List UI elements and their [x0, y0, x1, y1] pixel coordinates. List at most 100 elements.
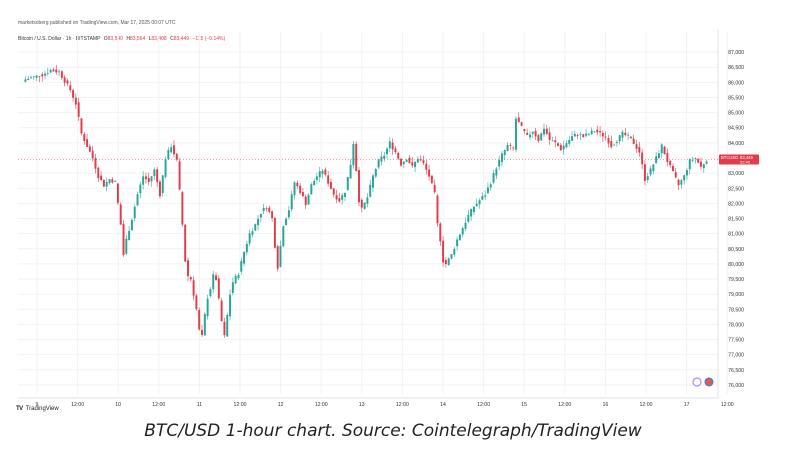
candle-body — [254, 224, 257, 231]
candle-body — [130, 219, 133, 231]
y-tick-label: 77,000 — [728, 353, 744, 359]
candle-body — [629, 136, 632, 139]
candle-body — [613, 144, 616, 146]
candle-body — [161, 175, 164, 193]
x-tick-label: 12:00 — [315, 402, 328, 408]
candle-body — [531, 131, 534, 134]
candle-body — [187, 260, 189, 277]
candle-body — [158, 181, 161, 197]
candle-body — [315, 176, 318, 180]
candle-body — [627, 134, 630, 136]
flag-icon — [704, 377, 714, 387]
candle-body — [108, 179, 111, 184]
candle-body — [172, 145, 175, 155]
y-tick-label: 76,500 — [728, 368, 744, 374]
y-tick-label: 85,500 — [728, 95, 744, 101]
candle-body — [147, 178, 150, 183]
candle-body — [688, 159, 691, 170]
candle-body — [150, 176, 153, 182]
candle-body — [231, 282, 234, 293]
candle-body — [248, 233, 251, 244]
event-icon — [692, 377, 702, 387]
candle-body — [579, 134, 582, 136]
candle-body — [388, 141, 391, 149]
candle-body — [372, 175, 374, 188]
candle-body — [467, 214, 470, 222]
candle-body — [217, 278, 220, 299]
price-tag-countdown: 52:45 — [740, 160, 751, 165]
candle-body — [596, 129, 599, 133]
candle-body — [329, 181, 332, 189]
y-tick-label: 84,500 — [728, 126, 744, 132]
candle-body — [133, 206, 136, 219]
candle-body — [509, 145, 512, 146]
candle-body — [405, 159, 408, 162]
y-tick-label: 87,000 — [728, 50, 744, 56]
candle-body — [341, 195, 344, 200]
candle-body — [279, 245, 282, 267]
candle-body — [514, 118, 517, 150]
candle-body — [125, 238, 128, 254]
candle-body — [128, 230, 131, 241]
candle-body — [105, 182, 108, 187]
candle-body — [439, 223, 442, 242]
figure-caption: BTC/USD 1-hour chart. Source: Cointelegr… — [144, 421, 642, 441]
candle-body — [251, 231, 254, 235]
candle-body — [271, 211, 274, 219]
candle-body — [178, 161, 181, 190]
candle-body — [338, 198, 341, 202]
candlestick-chart[interactable]: 76,000 76,500 77,000 77,500 78,000 78,500 79,0… — [12, 10, 760, 412]
y-tick-label: 80,500 — [728, 247, 744, 253]
candle-body — [290, 194, 293, 210]
candle-body — [520, 122, 523, 126]
candle-body — [38, 76, 41, 78]
candle-body — [537, 135, 540, 141]
candle-body — [464, 222, 467, 229]
candle-body — [184, 224, 187, 262]
candle-body — [321, 170, 324, 174]
candle-body — [486, 187, 489, 194]
candle-body — [97, 167, 100, 179]
candle-body — [32, 76, 35, 78]
candle-body — [240, 261, 243, 272]
candle-body — [318, 171, 321, 178]
candle-body — [559, 144, 562, 151]
y-tick-label: 79,500 — [728, 277, 744, 283]
candle-body — [657, 153, 660, 159]
candle-body — [442, 240, 445, 263]
candle-body — [30, 77, 32, 79]
candle-body — [646, 176, 649, 180]
candle-body — [195, 295, 198, 310]
y-tick-label: 83,000 — [728, 171, 744, 177]
candle-body — [694, 157, 697, 159]
candle-body — [293, 182, 296, 196]
candle-body — [702, 164, 705, 169]
candle-body — [638, 146, 641, 153]
candle-body — [408, 157, 411, 164]
candle-body — [346, 177, 349, 191]
candle-body — [691, 159, 694, 161]
candle-body — [700, 161, 702, 167]
x-tick-label: 15 — [521, 402, 527, 408]
candle-body — [63, 77, 66, 83]
candle-body — [27, 78, 30, 81]
candle-body — [237, 274, 240, 279]
candle-body — [41, 74, 44, 77]
candle-body — [587, 133, 590, 135]
candle-body — [55, 69, 58, 73]
candle-body — [604, 136, 607, 138]
candle-body — [335, 195, 338, 200]
candle-body — [377, 159, 380, 168]
candle-body — [24, 79, 27, 82]
candle-body — [655, 156, 658, 164]
candle-body — [489, 184, 492, 188]
candle-body — [601, 133, 604, 137]
x-tick-label: 16 — [603, 402, 609, 408]
x-tick-label: 10 — [115, 402, 121, 408]
candle-body — [548, 132, 551, 140]
candle-body — [568, 139, 571, 144]
candle-body — [649, 168, 652, 175]
candle-body — [44, 73, 47, 76]
candle-body — [35, 75, 38, 78]
candle-body — [206, 298, 209, 317]
